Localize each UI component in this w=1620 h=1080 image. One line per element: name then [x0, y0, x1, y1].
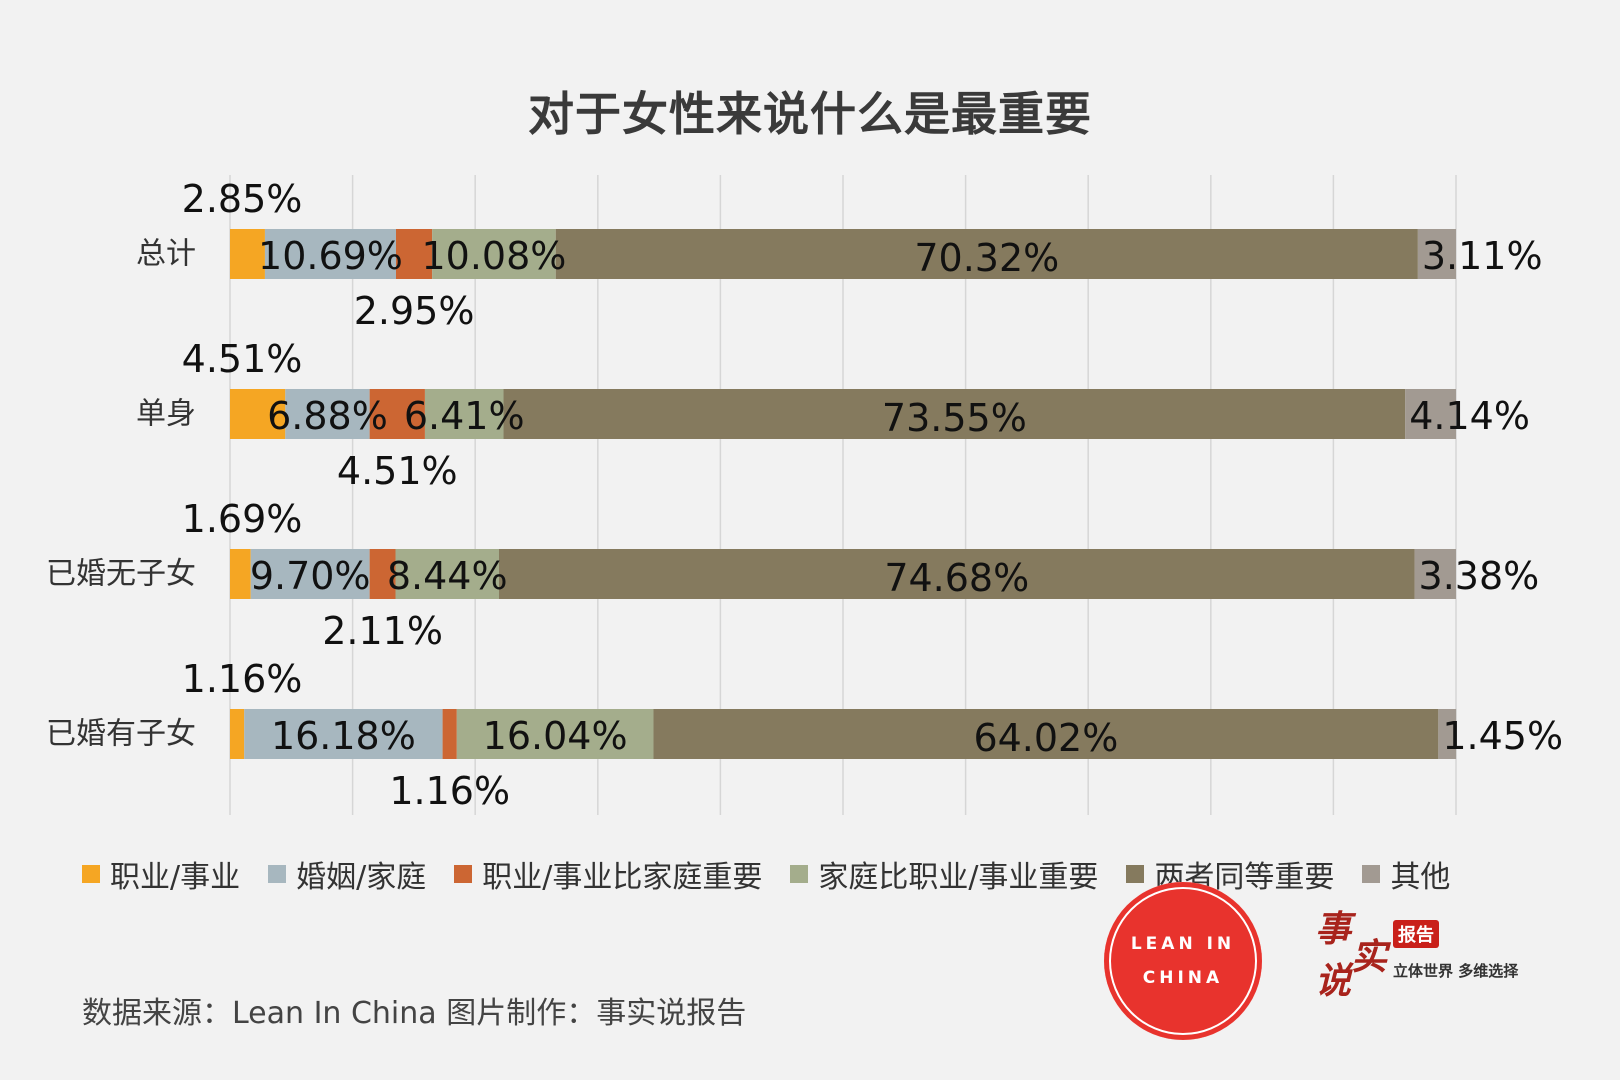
data-label: 16.18% — [271, 714, 416, 758]
data-label: 4.51% — [182, 337, 303, 381]
data-label: 1.45% — [1442, 714, 1563, 758]
data-label: 8.44% — [387, 554, 508, 598]
data-label: 2.95% — [354, 289, 475, 333]
bar-segment — [264, 229, 397, 279]
data-label: 3.11% — [1422, 234, 1543, 278]
data-label: 4.51% — [337, 449, 458, 493]
legend-item: 婚姻/家庭 — [268, 852, 426, 896]
legend-swatch — [790, 865, 809, 883]
bar-segment — [244, 709, 443, 759]
bar-segment — [230, 229, 265, 279]
data-label: 74.68% — [884, 556, 1029, 600]
legend-item: 其他 — [1362, 852, 1450, 896]
logo-line1: LEAN IN — [1130, 934, 1236, 954]
bar-segment — [1405, 389, 1456, 439]
bar-segment — [230, 549, 251, 599]
legend-item: 家庭比职业/事业重要 — [790, 852, 1098, 896]
data-label: 10.08% — [422, 234, 567, 278]
logo-line2: CHINA — [1142, 968, 1224, 988]
bar-segment — [230, 709, 245, 759]
bar-segment — [442, 709, 457, 759]
legend-label: 其他 — [1390, 860, 1451, 895]
data-label: 1.69% — [182, 497, 303, 541]
bar-segment — [1414, 549, 1456, 599]
bar-segment — [503, 389, 1406, 439]
data-label: 4.14% — [1409, 394, 1530, 438]
bar-segment — [1438, 709, 1457, 759]
data-label: 2.11% — [322, 609, 443, 653]
legend-swatch — [268, 865, 287, 883]
bar-segment — [432, 229, 556, 279]
bar-segment — [1417, 229, 1456, 279]
legend-swatch — [82, 865, 100, 883]
logo-glyph-1: 事 — [1315, 908, 1352, 950]
data-labels: 2.85% 10.69% 2.95% 10.08% 70.32% 3.11% 4.51% 6.… — [182, 177, 1563, 813]
data-label: 6.88% — [267, 394, 388, 438]
shishishuo-logo: 事 实 说 报告 立体世界 多维选择 — [1315, 900, 1535, 1010]
bar-segment — [250, 549, 370, 599]
legend-label: 职业/事业比家庭重要 — [482, 860, 763, 895]
category-label: 总计 — [136, 237, 196, 272]
data-label: 9.70% — [250, 554, 371, 598]
logo-badge: 报告 — [1393, 920, 1439, 948]
data-label: 73.55% — [882, 396, 1027, 440]
logo-glyph-3: 说 — [1315, 960, 1352, 1002]
bar-segment — [555, 229, 1418, 279]
data-label: 10.69% — [258, 234, 403, 278]
bars — [230, 229, 1457, 759]
bar-segment — [395, 549, 499, 599]
data-label: 3.38% — [1419, 554, 1540, 598]
bar-segment — [424, 389, 504, 439]
data-label: 1.16% — [389, 769, 510, 813]
source-note: 数据来源：Lean In China 图片制作：事实说报告 — [82, 996, 747, 1031]
data-label: 2.85% — [182, 177, 303, 221]
data-label: 1.16% — [182, 657, 303, 701]
legend-swatch — [1362, 865, 1381, 883]
logo-slogan: 立体世界 多维选择 — [1393, 962, 1519, 980]
logo-glyph-2: 实 — [1351, 936, 1388, 978]
bar-segment — [369, 389, 425, 439]
legend: 职业/事业 婚姻/家庭 职业/事业比家庭重要 家庭比职业/事业重要 两者同等重要 其他 — [82, 852, 1478, 896]
data-label: 16.04% — [483, 714, 628, 758]
bar-segment — [369, 549, 396, 599]
bar-segment — [498, 549, 1415, 599]
legend-label: 家庭比职业/事业重要 — [818, 860, 1099, 895]
category-label: 已婚有子女 — [46, 717, 196, 752]
bar-segment — [456, 709, 654, 759]
legend-item: 职业/事业比家庭重要 — [454, 852, 762, 896]
legend-label: 职业/事业 — [110, 860, 241, 895]
bar-segment — [396, 229, 433, 279]
lean-in-china-logo: LEAN IN CHINA — [1104, 882, 1262, 1040]
data-label: 70.32% — [914, 236, 1059, 280]
data-label: 6.41% — [404, 394, 525, 438]
bar-segment — [653, 709, 1439, 759]
gridlines — [229, 175, 1457, 815]
legend-label: 婚姻/家庭 — [296, 860, 427, 895]
legend-swatch — [454, 865, 473, 883]
chart-title: 对于女性来说什么是最重要 — [528, 87, 1092, 141]
bar-segment — [230, 389, 286, 439]
category-label: 已婚无子女 — [46, 557, 196, 592]
legend-item: 职业/事业 — [82, 852, 240, 896]
bar-segment — [285, 389, 370, 439]
legend-swatch — [1126, 865, 1145, 883]
data-label: 64.02% — [973, 716, 1118, 760]
category-label: 单身 — [136, 397, 196, 432]
